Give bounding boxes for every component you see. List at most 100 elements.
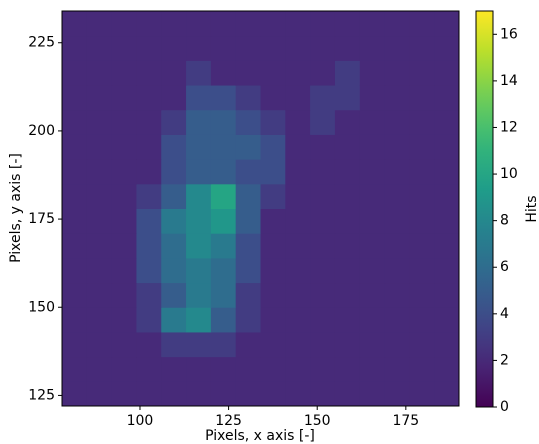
heatmap-cell: [260, 307, 286, 333]
heatmap-cell: [359, 356, 386, 382]
heatmap-cell: [235, 233, 261, 259]
heatmap-cell: [434, 356, 460, 382]
heatmap-cell: [359, 331, 386, 358]
heatmap-cell: [235, 331, 261, 358]
heatmap-cell: [334, 85, 361, 111]
heatmap-cell: [210, 159, 237, 185]
heatmap-cell: [285, 208, 311, 234]
heatmap-cell: [136, 381, 162, 407]
heatmap-cell: [62, 307, 88, 333]
heatmap-cell: [384, 208, 410, 234]
colorbar-tick-label: 16: [500, 26, 518, 42]
heatmap-cell: [235, 208, 261, 234]
colorbar-tick-label: 8: [500, 213, 509, 229]
x-tick-label: 125: [215, 413, 242, 429]
heatmap-cell: [235, 85, 261, 111]
heatmap-cell: [210, 381, 237, 407]
heatmap-cell: [359, 35, 386, 61]
heatmap-cell: [235, 381, 261, 407]
heatmap-cell: [210, 208, 237, 234]
heatmap-cell: [62, 282, 88, 308]
heatmap-cell: [334, 208, 361, 234]
heatmap-cell: [136, 257, 162, 284]
heatmap-cell: [384, 331, 410, 358]
heatmap-cell: [86, 381, 113, 407]
heatmap-cell: [62, 11, 88, 37]
heatmap-cell: [409, 134, 435, 160]
heatmap-cell: [136, 331, 162, 358]
heatmap-cell: [86, 183, 113, 209]
colorbar-tick-label: 12: [500, 119, 518, 135]
heatmap-cell: [186, 233, 212, 259]
heatmap-cell: [310, 208, 336, 234]
heatmap-cell: [434, 233, 460, 259]
heatmap-cell: [384, 109, 410, 135]
heatmap-cell: [235, 109, 261, 135]
heatmap-cell: [161, 11, 187, 37]
heatmap-cell: [409, 233, 435, 259]
heatmap-cell: [161, 381, 187, 407]
heatmap-cell: [434, 85, 460, 111]
heatmap-cell: [210, 134, 237, 160]
heatmap-cell: [161, 307, 187, 333]
heatmap-cell: [359, 85, 386, 111]
heatmap-cell: [235, 11, 261, 37]
heatmap-cell: [310, 381, 336, 407]
heatmap-cell: [186, 35, 212, 61]
heatmap-cell: [359, 183, 386, 209]
heatmap-cell: [111, 331, 137, 358]
heatmap-cell: [434, 159, 460, 185]
heatmap-cell: [62, 257, 88, 284]
heatmap-cell: [359, 381, 386, 407]
heatmap-cell: [310, 331, 336, 358]
heatmap-cell: [409, 60, 435, 86]
heatmap-cell: [310, 257, 336, 284]
heatmap-cell: [186, 208, 212, 234]
heatmap-cell: [384, 134, 410, 160]
heatmap-cell: [210, 356, 237, 382]
heatmap-cell: [285, 85, 311, 111]
heatmap-cell: [384, 381, 410, 407]
heatmap-cell: [111, 208, 137, 234]
colorbar: [475, 10, 494, 408]
heatmap-cell: [62, 208, 88, 234]
heatmap-cell: [136, 109, 162, 135]
heatmap-cell: [161, 282, 187, 308]
heatmap-cell: [359, 307, 386, 333]
heatmap-cell: [136, 307, 162, 333]
heatmap-cell: [260, 208, 286, 234]
heatmap-cell: [62, 183, 88, 209]
heatmap-cell: [161, 183, 187, 209]
heatmap-cell: [409, 85, 435, 111]
heatmap-cell: [434, 35, 460, 61]
x-axis-label: Pixels, x axis [-]: [205, 428, 315, 444]
heatmap-cell: [260, 11, 286, 37]
heatmap-cell: [62, 60, 88, 86]
y-tick-label: 200: [28, 123, 55, 139]
heatmap-cell: [310, 60, 336, 86]
heatmap-cell: [210, 11, 237, 37]
heatmap-cell: [409, 183, 435, 209]
heatmap-cell: [111, 35, 137, 61]
heatmap-cell: [235, 60, 261, 86]
heatmap-cell: [285, 134, 311, 160]
heatmap-cell: [136, 356, 162, 382]
heatmap-cell: [210, 183, 237, 209]
heatmap-cell: [285, 35, 311, 61]
heatmap-cell: [310, 233, 336, 259]
heatmap-cell: [136, 208, 162, 234]
heatmap-cell: [136, 35, 162, 61]
heatmap-cell: [409, 109, 435, 135]
heatmap-cell: [310, 307, 336, 333]
heatmap-cell: [235, 282, 261, 308]
heatmap-cell: [285, 159, 311, 185]
heatmap-cell: [62, 85, 88, 111]
heatmap-cell: [359, 60, 386, 86]
heatmap-cell: [136, 85, 162, 111]
heatmap-cell: [334, 35, 361, 61]
y-tick-label: 225: [28, 35, 55, 51]
heatmap-cell: [384, 356, 410, 382]
heatmap-cell: [434, 183, 460, 209]
heatmap-cell: [285, 307, 311, 333]
heatmap-cell: [310, 134, 336, 160]
